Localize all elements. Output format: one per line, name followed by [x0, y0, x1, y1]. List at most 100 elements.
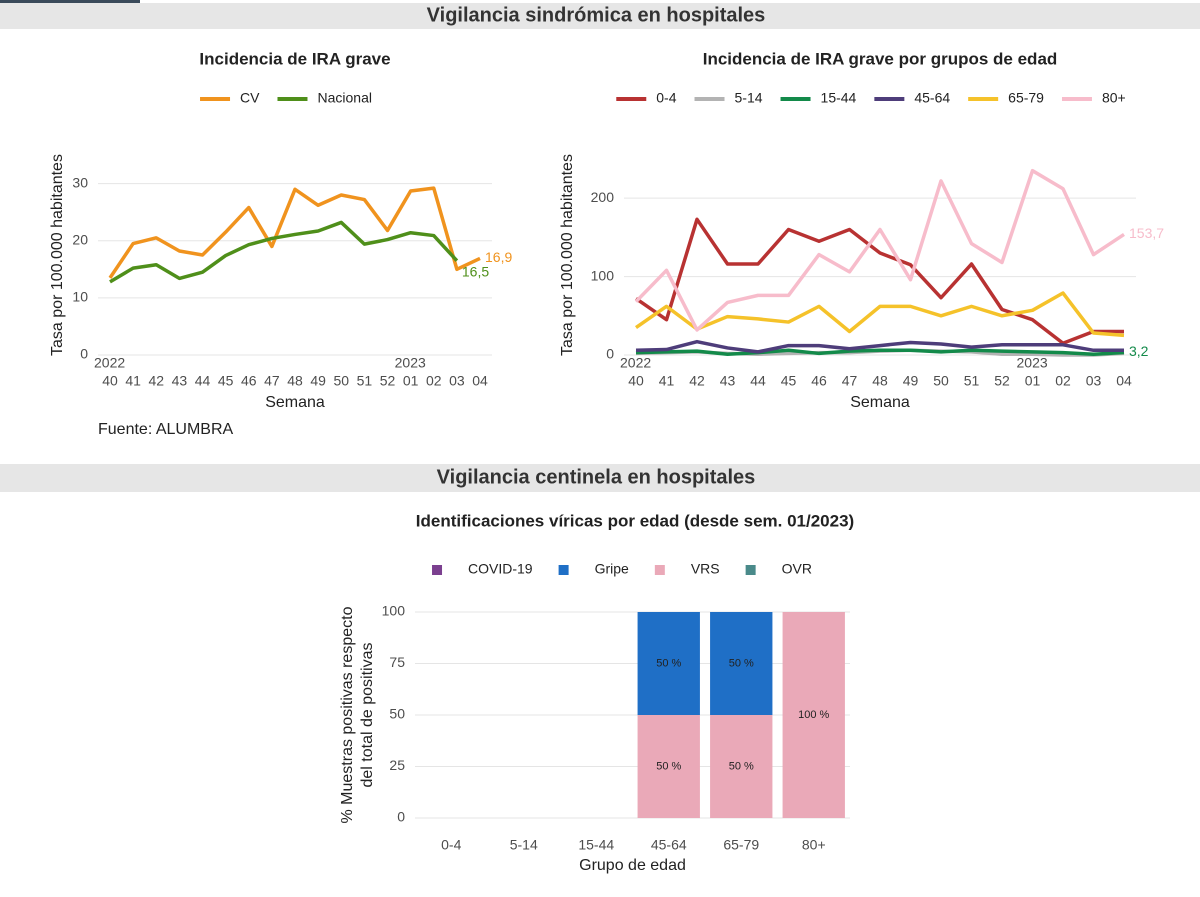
legend: 0-4 5-14 15-44 45-64 65-79 80+	[616, 90, 1126, 106]
bar-segment	[782, 612, 845, 818]
x-tick-label: 46	[241, 373, 257, 389]
y-tick-label: 100	[382, 603, 406, 619]
x-tick-label: 52	[380, 373, 396, 389]
y-tick-label: 200	[591, 189, 615, 205]
bar-segment	[710, 715, 773, 818]
legend-label: 0-4	[656, 90, 676, 106]
legend-label: Gripe	[595, 561, 629, 577]
x-axis-label: Grupo de edad	[579, 857, 686, 874]
x-tick-label: 45	[218, 373, 234, 389]
y-axis-label: Tasa por 100.000 habitantes	[559, 154, 576, 356]
section-header-bar	[0, 464, 1200, 492]
x-tick-label: 04	[1116, 373, 1132, 389]
series-line	[635, 217, 1124, 345]
x-tick-label: 46	[811, 373, 827, 389]
x-tick-label: 65-79	[723, 837, 759, 853]
legend: CV Nacional	[200, 90, 372, 106]
legend-label: Nacional	[317, 90, 371, 106]
legend-label: OVR	[782, 561, 812, 577]
y-tick-label: 0	[397, 809, 405, 825]
chart-title: Incidencia de IRA grave	[199, 49, 390, 68]
x-tick-label: 51	[357, 373, 373, 389]
y-tick-label: 0	[606, 346, 614, 362]
legend-label: 15-44	[821, 90, 857, 106]
y-tick-label: 25	[389, 757, 405, 773]
y-tick-label: 75	[389, 654, 405, 670]
data-label: 50 %	[729, 760, 754, 772]
year-label: 2023	[1017, 355, 1048, 371]
data-label: 16,9	[485, 249, 512, 265]
year-label: 2022	[620, 355, 651, 371]
x-tick-label: 49	[903, 373, 919, 389]
series-line	[635, 348, 1125, 356]
x-tick-label: 03	[1086, 373, 1102, 389]
section-header: Vigilancia sindrómica en hospitales	[427, 4, 766, 26]
x-tick-label: 0-4	[441, 837, 461, 853]
x-tick-label: 44	[195, 373, 211, 389]
data-label: 50 %	[656, 657, 681, 669]
x-tick-label: 48	[287, 373, 303, 389]
x-tick-label: 5-14	[510, 837, 538, 853]
data-label: 153,7	[1129, 225, 1164, 241]
x-tick-label: 02	[1055, 373, 1071, 389]
x-tick-label: 47	[264, 373, 280, 389]
x-tick-label: 42	[689, 373, 705, 389]
y-tick-label: 50	[389, 706, 405, 722]
y-axis-label: del total de positivas	[359, 643, 376, 788]
source-note: Fuente: ALUMBRA	[98, 421, 234, 438]
y-axis-label: Tasa por 100.000 habitantes	[49, 154, 66, 356]
legend: COVID-19 Gripe VRS OVR	[432, 561, 812, 577]
data-label: 50 %	[729, 657, 754, 669]
section-header-bar	[0, 3, 1200, 29]
section-header: Vigilancia centinela en hospitales	[437, 466, 756, 488]
bar-segment	[637, 715, 700, 818]
bar-segment	[710, 612, 773, 715]
bar-segment	[637, 612, 700, 715]
y-tick-label: 10	[72, 289, 88, 305]
data-label: 50 %	[656, 760, 681, 772]
x-tick-label: 42	[148, 373, 164, 389]
legend-swatch	[745, 565, 756, 575]
y-axis-label: % Muestras positivas respecto	[339, 606, 356, 823]
series-line	[635, 339, 1124, 354]
year-label: 2022	[94, 355, 125, 371]
x-tick-label: 48	[872, 373, 888, 389]
legend-label: 65-79	[1008, 90, 1044, 106]
legend-label: CV	[240, 90, 260, 106]
x-tick-label: 52	[994, 373, 1010, 389]
x-tick-label: 40	[628, 373, 644, 389]
x-tick-label: 03	[449, 373, 465, 389]
x-tick-label: 50	[333, 373, 349, 389]
x-tick-label: 45	[781, 373, 797, 389]
y-tick-label: 100	[591, 267, 615, 283]
x-tick-label: 02	[426, 373, 442, 389]
x-tick-label: 80+	[802, 837, 826, 853]
series-line	[635, 291, 1125, 338]
x-tick-label: 50	[933, 373, 949, 389]
data-label: 100 %	[798, 709, 829, 721]
legend-label: VRS	[691, 561, 720, 577]
y-tick-label: 30	[72, 174, 88, 190]
series-line	[109, 220, 459, 284]
x-tick-label: 43	[172, 373, 188, 389]
series-line	[108, 186, 481, 279]
chart-title: Identificaciones víricas por edad (desde…	[416, 511, 854, 530]
x-tick-label: 43	[720, 373, 736, 389]
y-tick-label: 20	[72, 231, 88, 247]
data-label: 16,5	[462, 263, 489, 279]
data-label: 3,2	[1129, 343, 1149, 359]
x-tick-label: 41	[659, 373, 675, 389]
x-tick-label: 40	[102, 373, 118, 389]
x-tick-label: 47	[842, 373, 858, 389]
legend-label: COVID-19	[468, 561, 533, 577]
y-tick-label: 0	[80, 346, 88, 362]
legend-swatch	[654, 565, 665, 575]
year-label: 2023	[395, 355, 426, 371]
series-line	[634, 168, 1125, 332]
legend-label: 45-64	[914, 90, 950, 106]
legend-label: 5-14	[735, 90, 763, 106]
x-tick-label: 51	[964, 373, 980, 389]
x-axis-label: Semana	[850, 394, 910, 411]
chart-title: Incidencia de IRA grave por grupos de ed…	[703, 49, 1058, 68]
